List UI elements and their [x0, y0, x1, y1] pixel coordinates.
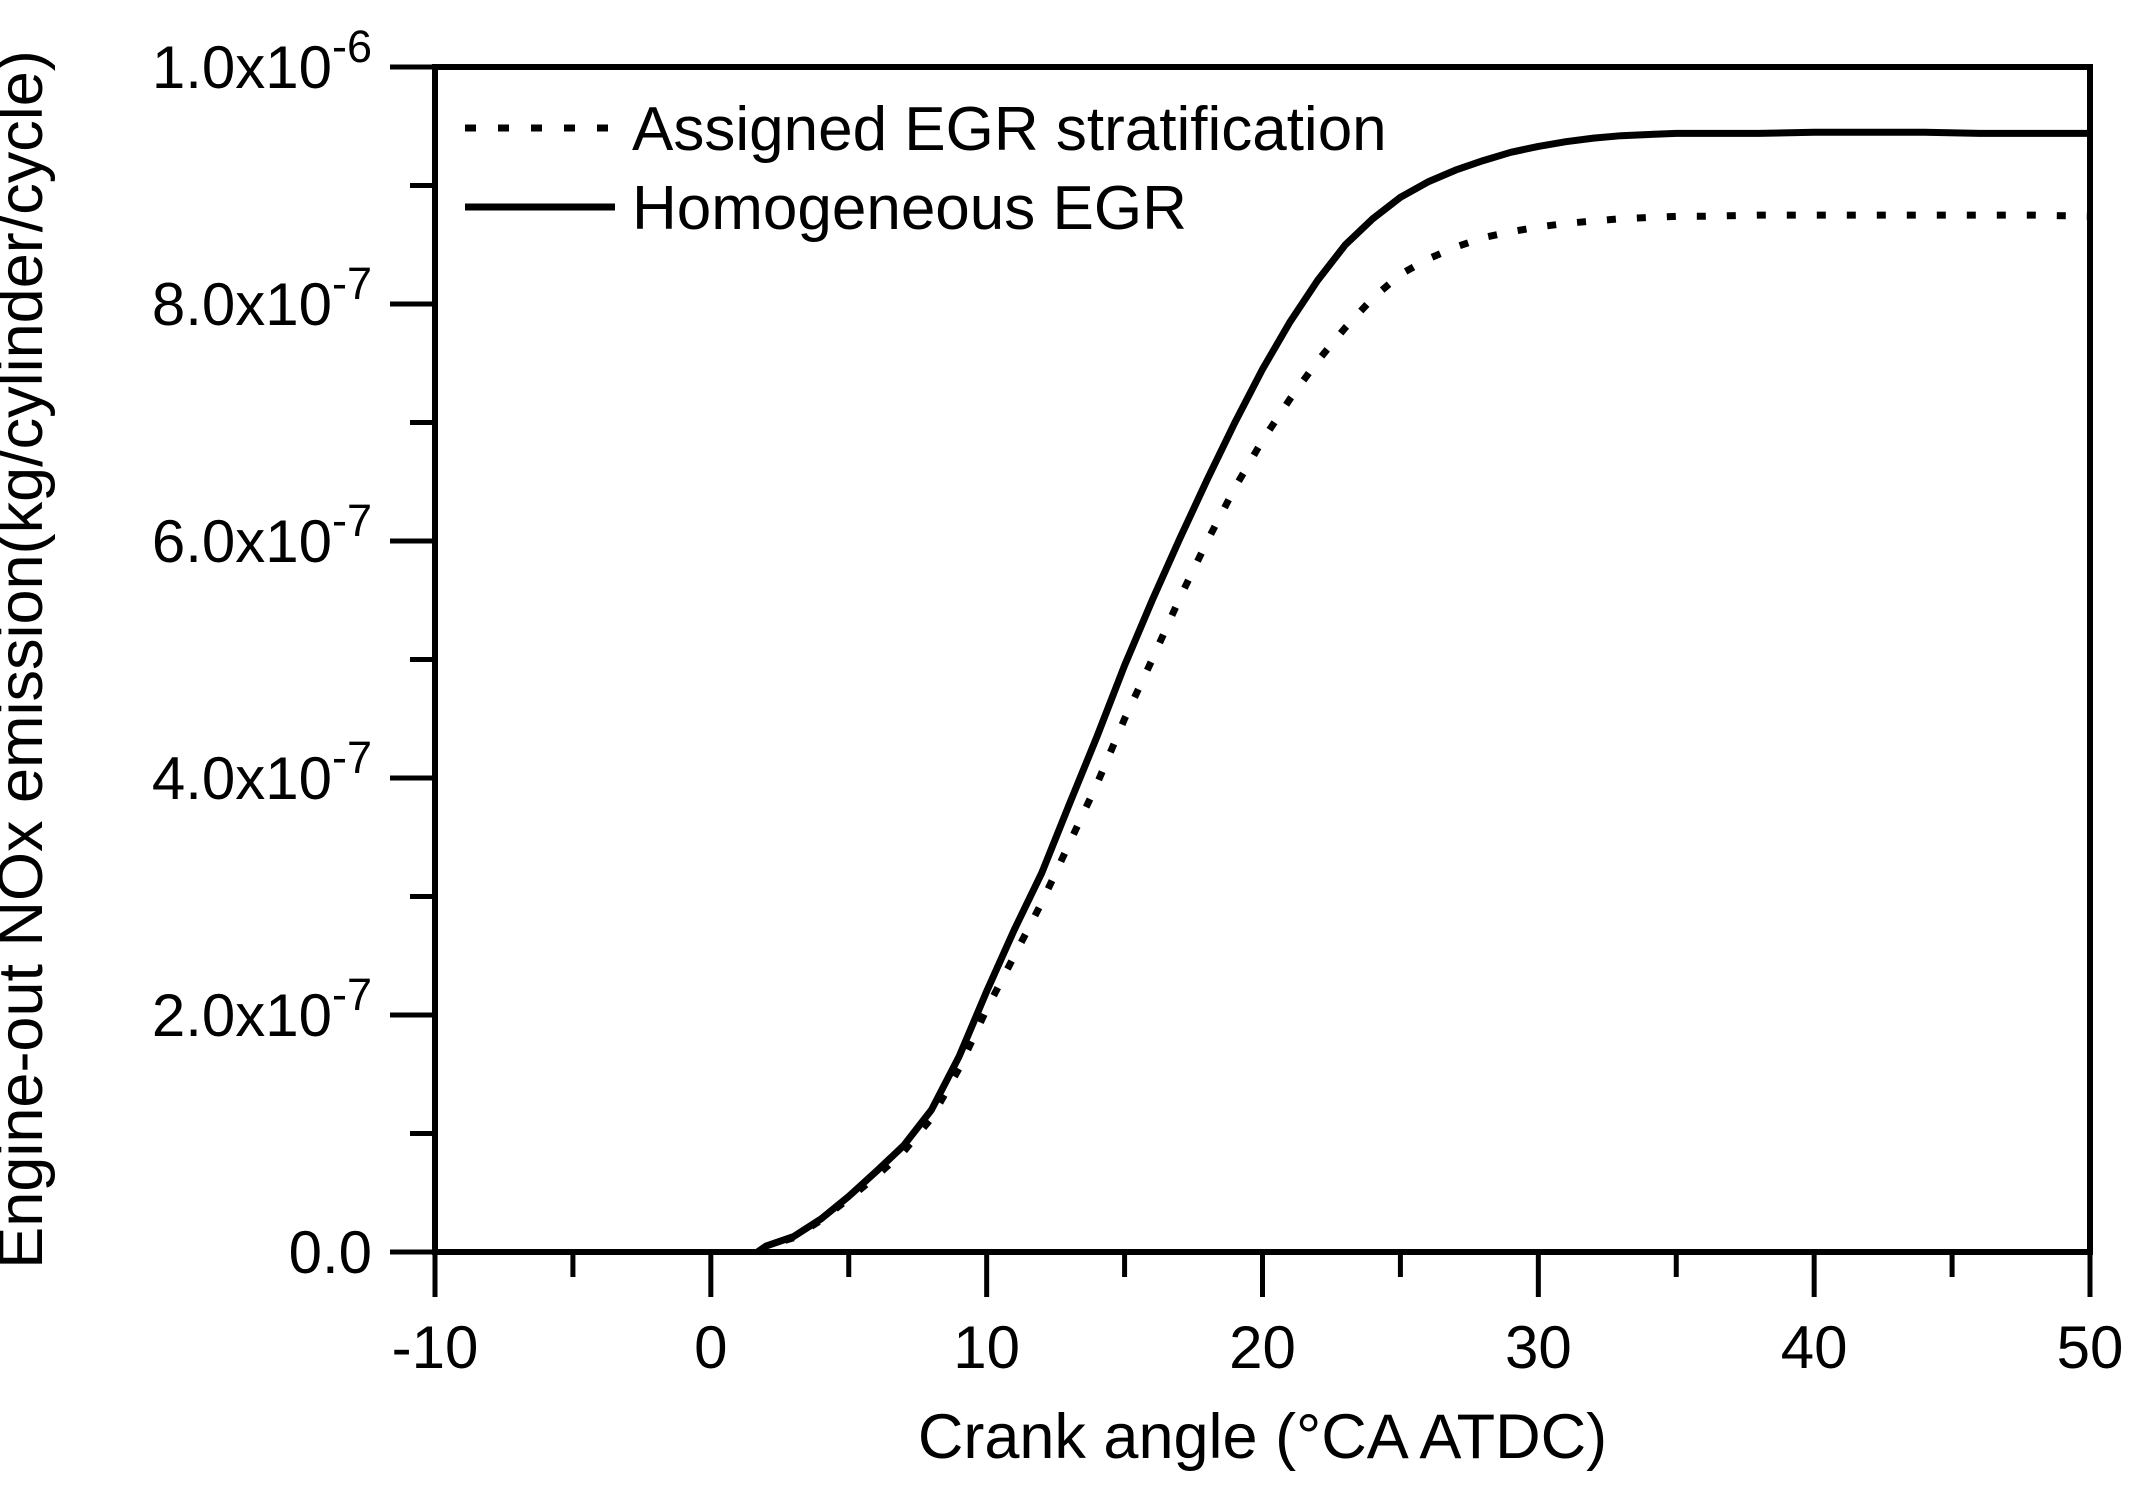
x-axis-title: Crank angle (°CA ATDC): [918, 1402, 1607, 1472]
y-tick-label: 4.0x10-7: [152, 732, 372, 812]
series-solid-curve: [755, 128, 2090, 1255]
x-tick-label: 30: [1505, 1314, 1572, 1381]
x-tick-label: 0: [694, 1314, 727, 1381]
legend-label-dotted: Assigned EGR stratification: [632, 95, 1387, 164]
y-axis-title: Engine-out NOx emission(kg/cylinder/cycl…: [0, 50, 56, 1268]
y-tick-label: 8.0x10-7: [152, 258, 372, 338]
x-tick-label: 10: [953, 1314, 1020, 1381]
y-tick-label: 0.0: [289, 1219, 372, 1286]
x-tick-label: -10: [392, 1314, 479, 1381]
series-dotted-curve: [755, 211, 2091, 1255]
y-tick-label: 6.0x10-7: [152, 495, 372, 575]
legend-label-solid: Homogeneous EGR: [632, 174, 1187, 243]
plot-border: [432, 64, 2093, 1255]
y-tick-label: 2.0x10-7: [152, 969, 372, 1049]
x-tick-label: 20: [1229, 1314, 1296, 1381]
y-tick-label: 1.0x10-6: [152, 21, 372, 101]
x-tick-label: 50: [2057, 1314, 2124, 1381]
x-tick-label: 40: [1781, 1314, 1848, 1381]
